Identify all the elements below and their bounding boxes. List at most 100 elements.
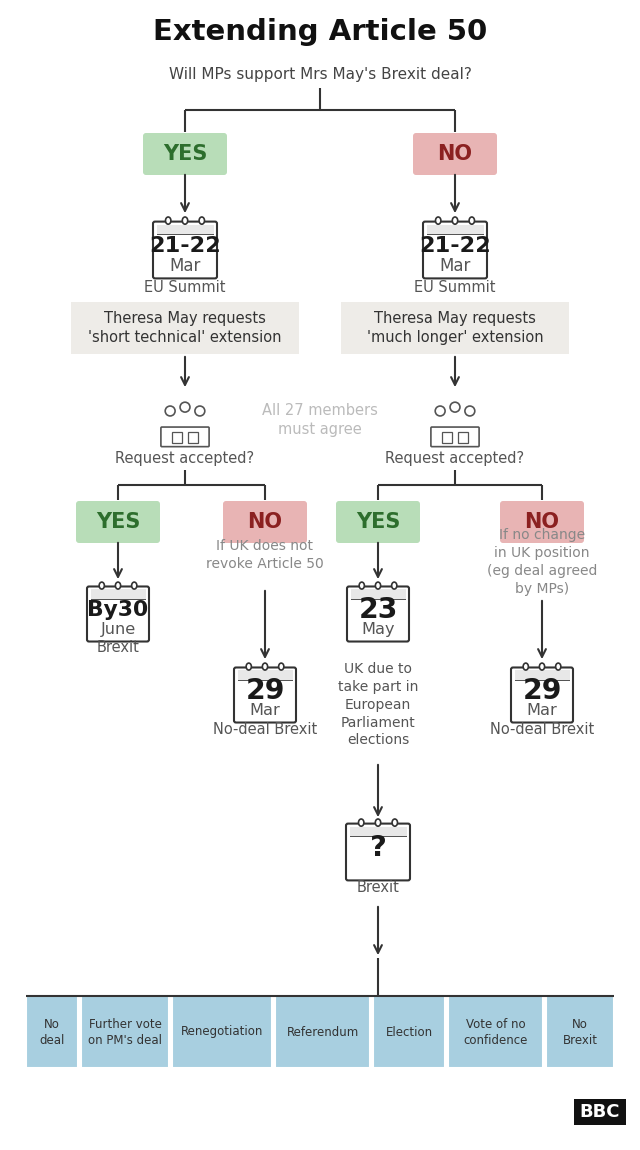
Ellipse shape — [452, 217, 458, 224]
Bar — [157, 224, 214, 235]
FancyBboxPatch shape — [511, 667, 573, 722]
Bar — [237, 670, 292, 680]
Bar — [172, 996, 272, 1068]
Bar — [426, 224, 483, 235]
Text: NO: NO — [248, 512, 282, 532]
Text: Request accepted?: Request accepted? — [385, 451, 525, 466]
Bar — [71, 302, 299, 354]
Bar — [373, 996, 445, 1068]
Ellipse shape — [540, 664, 545, 670]
Bar — [172, 432, 182, 444]
Text: Theresa May requests
'much longer' extension: Theresa May requests 'much longer' exten… — [367, 310, 543, 345]
FancyBboxPatch shape — [76, 501, 160, 543]
Ellipse shape — [523, 664, 529, 670]
FancyBboxPatch shape — [161, 427, 209, 446]
Bar — [341, 302, 569, 354]
Text: No
Brexit: No Brexit — [563, 1018, 598, 1046]
Text: 21-22: 21-22 — [149, 236, 221, 255]
Text: If no change
in UK position
(eg deal agreed
by MPs): If no change in UK position (eg deal agr… — [487, 528, 597, 596]
Text: Mar: Mar — [170, 256, 201, 275]
Ellipse shape — [115, 582, 120, 589]
Text: Referendum: Referendum — [286, 1026, 358, 1038]
Ellipse shape — [392, 819, 397, 826]
Ellipse shape — [375, 819, 381, 826]
Text: 29: 29 — [522, 677, 562, 705]
FancyBboxPatch shape — [87, 586, 149, 642]
Text: Mar: Mar — [250, 703, 280, 718]
Text: Renegotiation: Renegotiation — [181, 1026, 263, 1038]
Circle shape — [165, 406, 175, 416]
Text: 21-22: 21-22 — [419, 236, 491, 255]
Ellipse shape — [278, 664, 284, 670]
Text: If UK does not
revoke Article 50: If UK does not revoke Article 50 — [206, 539, 324, 572]
Text: Election: Election — [385, 1026, 433, 1038]
Text: Mar: Mar — [527, 703, 557, 718]
Text: EU Summit: EU Summit — [414, 281, 496, 296]
Bar — [448, 996, 543, 1068]
Text: Will MPs support Mrs May's Brexit deal?: Will MPs support Mrs May's Brexit deal? — [168, 68, 472, 83]
Bar — [351, 590, 406, 599]
Text: Brexit: Brexit — [97, 641, 140, 656]
Text: No-deal Brexit: No-deal Brexit — [490, 721, 594, 736]
FancyBboxPatch shape — [336, 501, 420, 543]
FancyBboxPatch shape — [234, 667, 296, 722]
Bar — [90, 590, 145, 599]
FancyBboxPatch shape — [347, 586, 409, 642]
FancyBboxPatch shape — [423, 222, 487, 278]
Text: EU Summit: EU Summit — [144, 281, 226, 296]
Bar — [546, 996, 614, 1068]
Ellipse shape — [392, 582, 397, 589]
FancyBboxPatch shape — [413, 133, 497, 175]
Text: May: May — [361, 622, 395, 637]
Text: All 27 members
must agree: All 27 members must agree — [262, 402, 378, 437]
Bar — [458, 432, 468, 444]
Bar — [275, 996, 370, 1068]
Text: NO: NO — [438, 144, 472, 164]
Text: No
deal: No deal — [39, 1018, 65, 1046]
FancyBboxPatch shape — [223, 501, 307, 543]
Text: No-deal Brexit: No-deal Brexit — [213, 721, 317, 736]
Text: By30: By30 — [88, 600, 148, 620]
Ellipse shape — [246, 664, 252, 670]
Bar — [81, 996, 169, 1068]
Circle shape — [195, 406, 205, 416]
Ellipse shape — [99, 582, 104, 589]
FancyBboxPatch shape — [143, 133, 227, 175]
Ellipse shape — [182, 217, 188, 224]
Ellipse shape — [556, 664, 561, 670]
Ellipse shape — [469, 217, 474, 224]
Ellipse shape — [376, 582, 381, 589]
Text: YES: YES — [96, 512, 140, 532]
Text: Vote of no
confidence: Vote of no confidence — [463, 1018, 528, 1046]
Bar — [442, 432, 452, 444]
Ellipse shape — [359, 582, 364, 589]
Text: June: June — [100, 622, 136, 637]
Text: UK due to
take part in
European
Parliament
elections: UK due to take part in European Parliame… — [338, 662, 418, 748]
Ellipse shape — [262, 664, 268, 670]
Ellipse shape — [435, 217, 441, 224]
Ellipse shape — [358, 819, 364, 826]
Text: YES: YES — [163, 144, 207, 164]
Bar — [515, 670, 570, 680]
Ellipse shape — [132, 582, 137, 589]
Text: Mar: Mar — [439, 256, 470, 275]
Bar — [349, 827, 406, 836]
FancyBboxPatch shape — [153, 222, 217, 278]
Circle shape — [180, 402, 190, 412]
Text: ?: ? — [369, 834, 387, 861]
Text: YES: YES — [356, 512, 400, 532]
Text: BBC: BBC — [580, 1103, 620, 1121]
Text: 29: 29 — [245, 677, 285, 705]
Circle shape — [435, 406, 445, 416]
Text: 23: 23 — [358, 596, 397, 624]
FancyBboxPatch shape — [500, 501, 584, 543]
Circle shape — [450, 402, 460, 412]
Ellipse shape — [166, 217, 171, 224]
Ellipse shape — [199, 217, 205, 224]
Text: NO: NO — [525, 512, 559, 532]
Text: Extending Article 50: Extending Article 50 — [153, 18, 487, 46]
Text: Brexit: Brexit — [356, 881, 399, 896]
FancyBboxPatch shape — [431, 427, 479, 446]
FancyBboxPatch shape — [346, 823, 410, 881]
Text: Theresa May requests
'short technical' extension: Theresa May requests 'short technical' e… — [88, 310, 282, 345]
